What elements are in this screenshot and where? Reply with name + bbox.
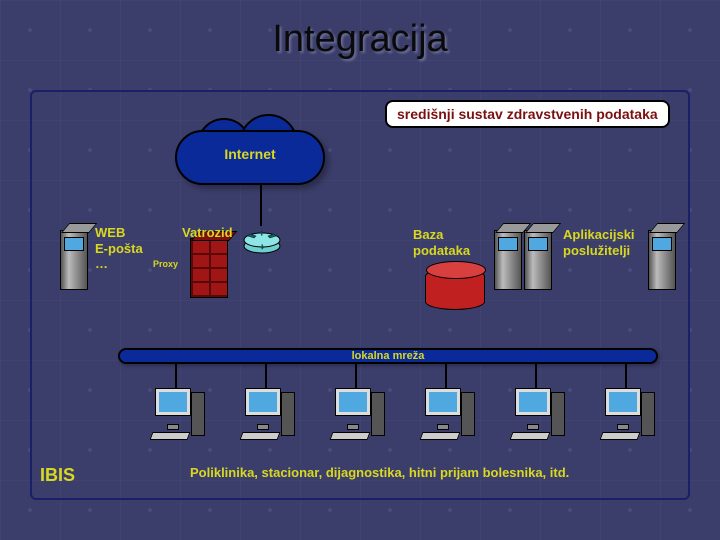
link-lan-pc — [265, 362, 267, 388]
workstation-icon — [415, 388, 475, 440]
db-label: Baza podataka — [413, 227, 470, 258]
label-line: E-pošta — [95, 241, 143, 256]
cloud-label: Internet — [175, 146, 325, 162]
ibis-label: IBIS — [40, 465, 75, 486]
link-lan-pc — [355, 362, 357, 388]
label-line: WEB — [95, 225, 125, 240]
app-server-icon — [648, 230, 676, 290]
dmz-server-label: WEB E-pošta … — [95, 225, 143, 272]
workstation-icon — [145, 388, 205, 440]
firewall-icon — [190, 238, 228, 298]
workstation-icon — [325, 388, 385, 440]
app-server-icon — [494, 230, 522, 290]
link-cloud-router — [260, 182, 262, 226]
proxy-label: Proxy — [153, 259, 178, 269]
workstation-icon — [595, 388, 655, 440]
footer-text: Poliklinika, stacionar, dijagnostika, hi… — [190, 465, 569, 480]
link-lan-pc — [625, 362, 627, 388]
app-server-icon — [524, 230, 552, 290]
database-icon — [425, 268, 485, 310]
workstation-icon — [235, 388, 295, 440]
label-line: … — [95, 256, 108, 271]
link-lan-pc — [445, 362, 447, 388]
router-icon — [242, 226, 282, 254]
lan-bus: lokalna mreža — [118, 348, 658, 364]
dmz-server-icon — [60, 230, 88, 290]
label-line: Aplikacijski — [563, 227, 635, 242]
link-lan-pc — [535, 362, 537, 388]
page-title: Integracija — [0, 18, 720, 61]
internet-cloud: Internet — [175, 130, 325, 185]
appserver-label: Aplikacijski poslužitelji — [563, 227, 635, 258]
firewall-label: Vatrozid — [182, 225, 233, 241]
label-line: poslužitelji — [563, 243, 630, 258]
workstation-icon — [505, 388, 565, 440]
link-lan-pc — [175, 362, 177, 388]
